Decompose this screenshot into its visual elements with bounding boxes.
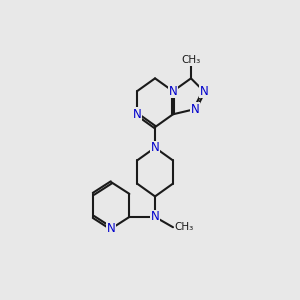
Text: CH₃: CH₃ — [181, 56, 201, 65]
Text: N: N — [190, 103, 199, 116]
Text: N: N — [107, 222, 116, 235]
Text: N: N — [151, 211, 159, 224]
Text: N: N — [133, 108, 141, 121]
Text: CH₃: CH₃ — [174, 222, 194, 232]
Text: N: N — [151, 141, 159, 154]
Text: N: N — [169, 85, 177, 98]
Text: N: N — [200, 85, 208, 98]
